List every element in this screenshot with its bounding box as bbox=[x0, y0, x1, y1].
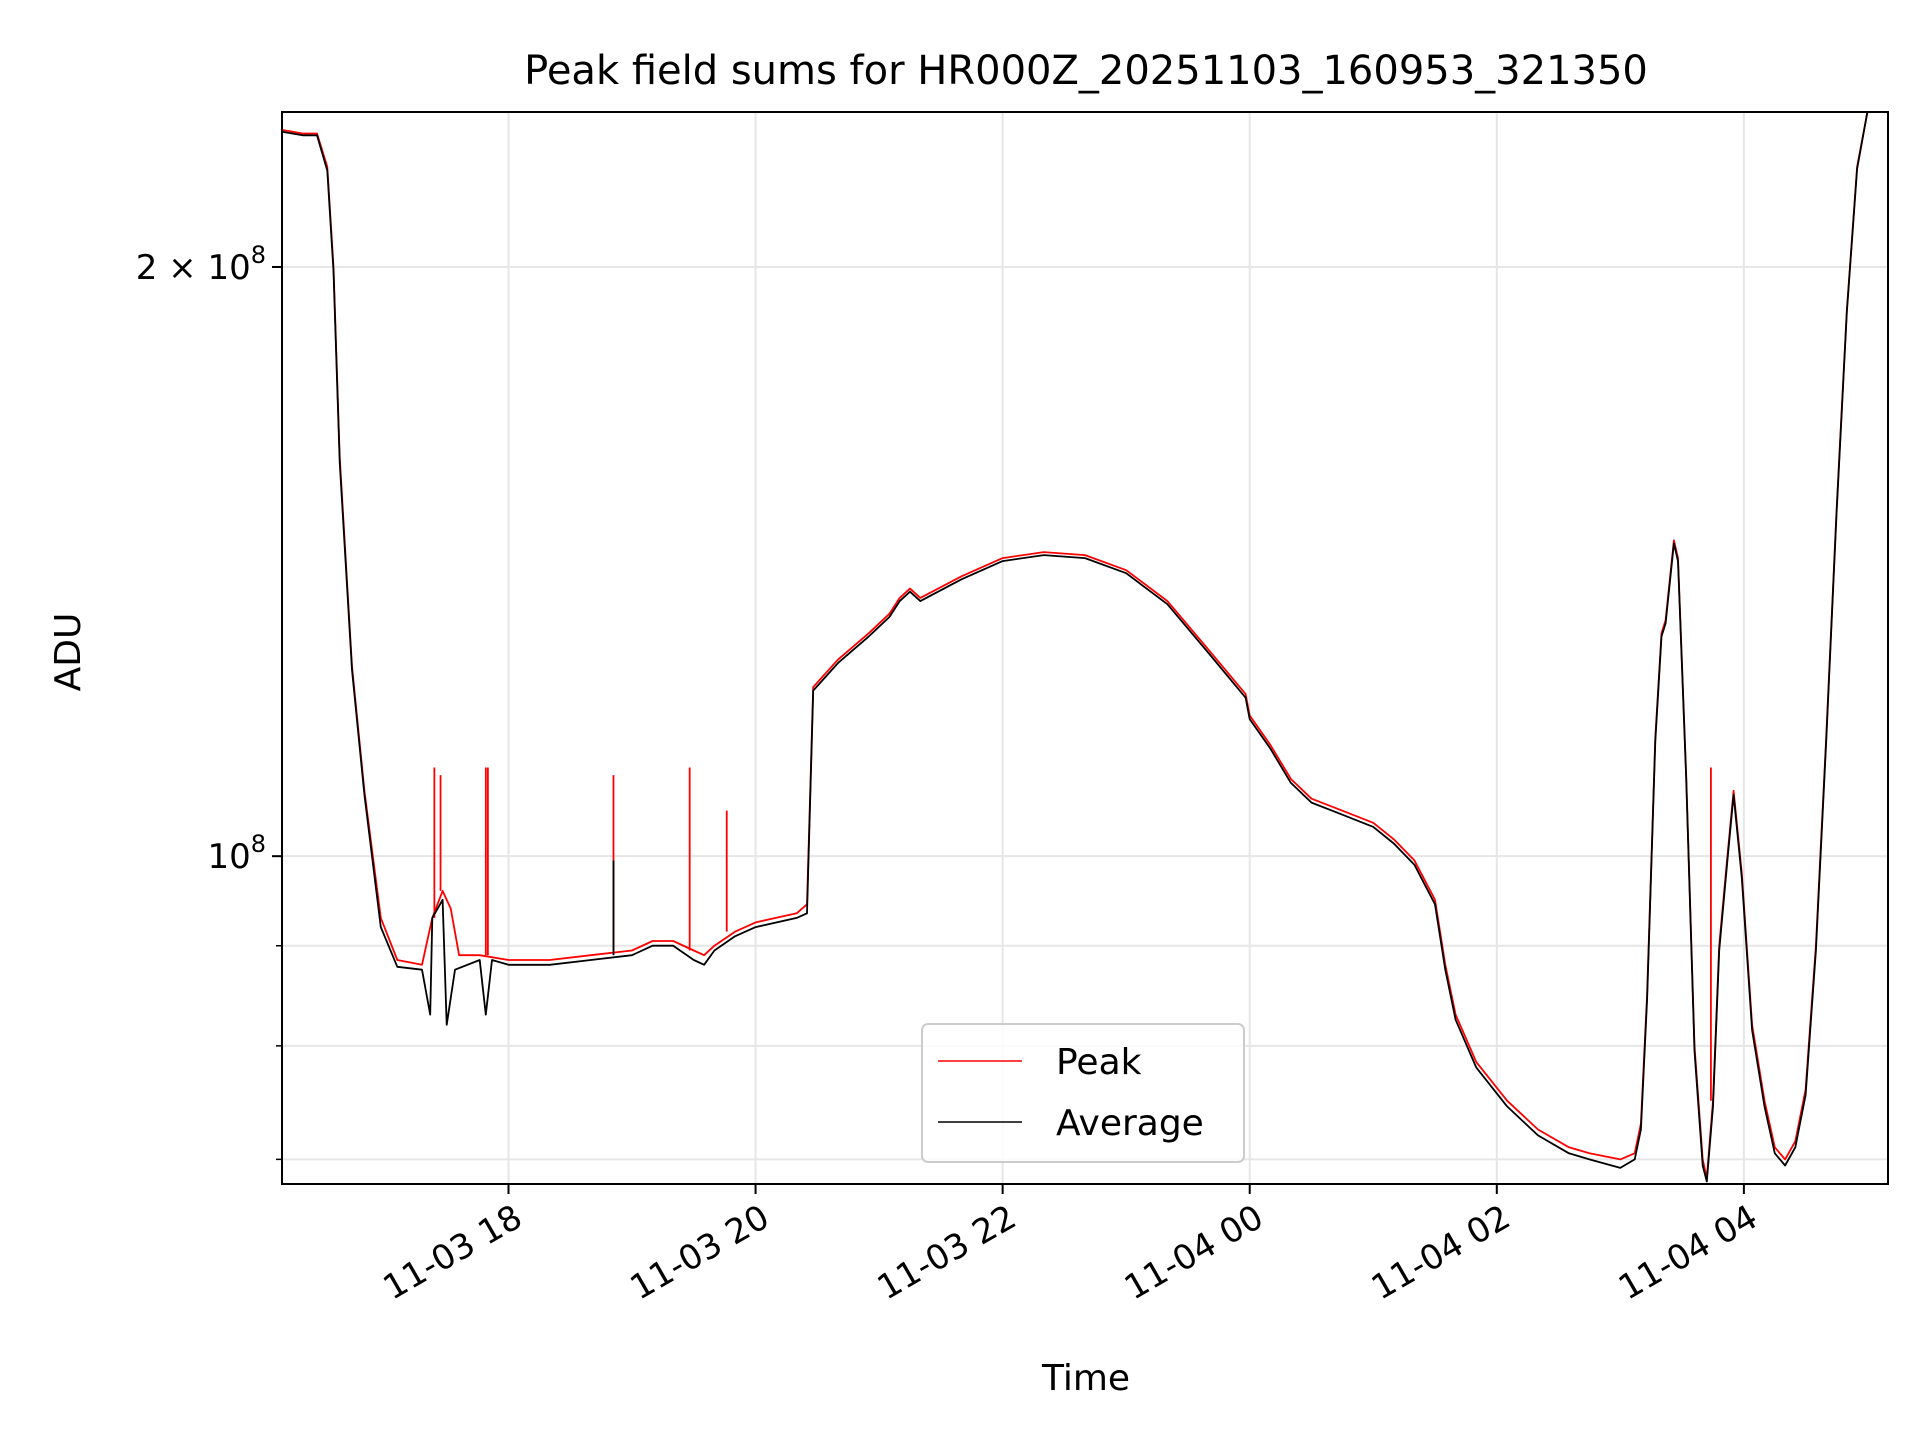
x-axis-label: Time bbox=[1041, 1358, 1130, 1399]
grid bbox=[282, 112, 1888, 1184]
y-tick-label: 2 × 108 bbox=[136, 241, 266, 288]
legend-label-peak: Peak bbox=[1056, 1042, 1142, 1083]
series-line-average bbox=[281, 111, 1888, 1183]
legend: Peak Average bbox=[921, 1023, 1245, 1163]
y-tick-label: 108 bbox=[207, 830, 266, 877]
plot-frame bbox=[281, 111, 1889, 1185]
chart-title: Peak field sums for HR000Z_20251103_1609… bbox=[524, 48, 1648, 94]
legend-box bbox=[921, 1023, 1245, 1163]
y-axis-label: ADU bbox=[48, 613, 89, 692]
legend-label-average: Average bbox=[1056, 1103, 1204, 1144]
series-layer bbox=[281, 111, 1888, 1183]
